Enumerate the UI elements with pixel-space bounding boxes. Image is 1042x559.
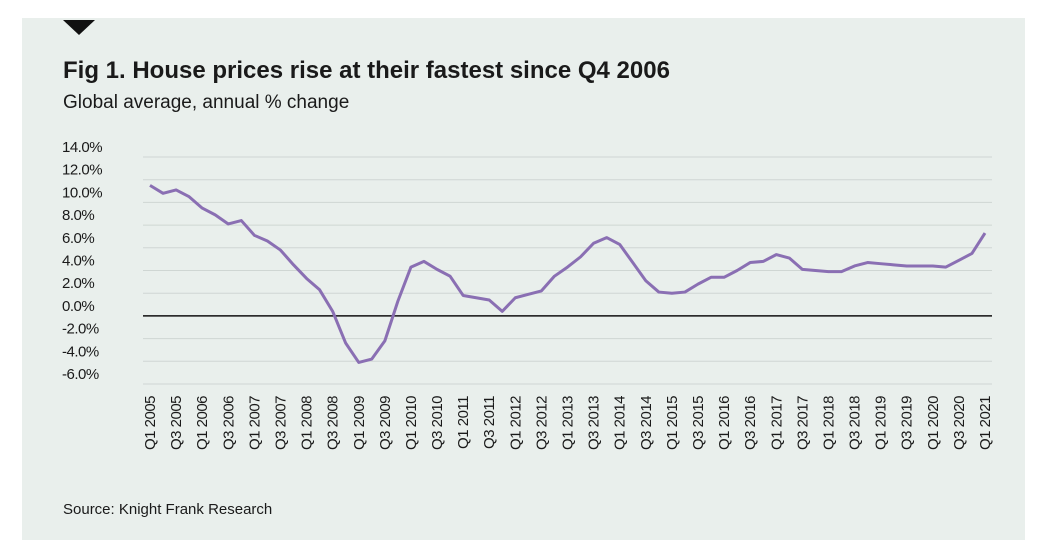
y-tick-label: -4.0% (62, 343, 99, 360)
x-tick-label: Q1 2015 (664, 396, 681, 450)
x-tick-label: Q1 2020 (925, 396, 942, 450)
y-tick-label: 12.0% (62, 162, 102, 179)
x-tick-label: Q1 2012 (507, 396, 524, 450)
line-series (149, 184, 987, 364)
x-tick-label: Q3 2019 (899, 396, 916, 450)
y-tick-label: 6.0% (62, 230, 94, 247)
x-tick-label: Q3 2012 (533, 396, 550, 450)
y-tick-label: -6.0% (62, 366, 99, 383)
x-tick-label: Q3 2009 (377, 396, 394, 450)
x-tick-label: Q1 2017 (768, 396, 785, 450)
chart-title: Fig 1. House prices rise at their fastes… (63, 57, 670, 84)
x-tick-label: Q1 2006 (194, 396, 211, 450)
y-tick-label: -2.0% (62, 321, 99, 338)
x-tick-label: Q3 2010 (429, 396, 446, 450)
x-tick-label: Q3 2015 (690, 396, 707, 450)
x-tick-label: Q1 2013 (560, 396, 577, 450)
x-tick-label: Q1 2005 (142, 396, 159, 450)
x-tick-label: Q1 2009 (351, 396, 368, 450)
x-tick-label: Q3 2017 (794, 396, 811, 450)
x-tick-label: Q3 2005 (168, 396, 185, 450)
x-tick-label: Q1 2016 (716, 396, 733, 450)
x-tick-label: Q1 2007 (246, 396, 263, 450)
x-tick-label: Q3 2011 (481, 396, 498, 449)
y-tick-label: 14.0% (62, 139, 102, 156)
x-tick-label: Q3 2013 (586, 396, 603, 450)
y-tick-label: 4.0% (62, 253, 94, 270)
x-tick-label: Q1 2018 (820, 396, 837, 450)
x-tick-label: Q3 2016 (742, 396, 759, 450)
x-tick-label: Q1 2010 (403, 396, 420, 450)
x-tick-label: Q3 2006 (220, 396, 237, 450)
x-tick-label: Q3 2008 (325, 396, 342, 450)
marker-triangle (63, 20, 95, 35)
x-tick-label: Q3 2020 (951, 396, 968, 450)
y-tick-label: 8.0% (62, 207, 94, 224)
x-tick-label: Q3 2007 (272, 396, 289, 450)
y-tick-label: 2.0% (62, 275, 94, 292)
x-tick-label: Q1 2014 (612, 396, 629, 450)
y-tick-label: 10.0% (62, 184, 102, 201)
x-tick-label: Q1 2021 (977, 396, 994, 450)
x-tick-label: Q3 2018 (847, 396, 864, 450)
x-tick-label: Q1 2008 (299, 396, 316, 450)
x-tick-label: Q3 2014 (638, 396, 655, 450)
y-tick-label: 0.0% (62, 298, 94, 315)
panel (22, 18, 1025, 540)
x-tick-label: Q1 2011 (455, 396, 472, 449)
chart-subtitle: Global average, annual % change (63, 92, 349, 113)
source: Source: Knight Frank Research (63, 501, 272, 518)
x-tick-label: Q1 2019 (873, 396, 890, 450)
